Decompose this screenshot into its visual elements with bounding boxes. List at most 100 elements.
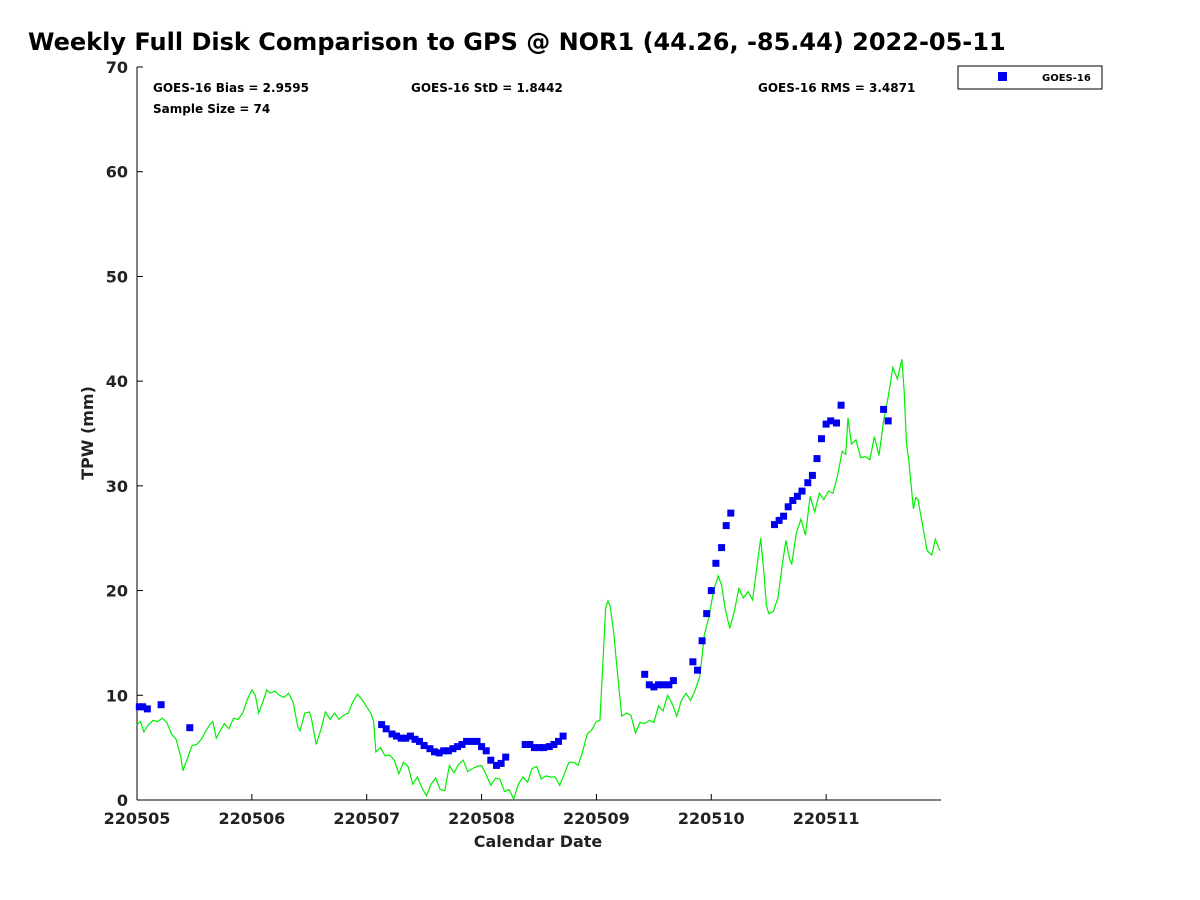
goes16-point bbox=[493, 761, 500, 769]
y-tick-label: 70 bbox=[106, 58, 128, 77]
goes16-point bbox=[426, 745, 434, 753]
goes16-point bbox=[487, 756, 495, 764]
goes16-point bbox=[402, 734, 410, 742]
goes16-point bbox=[411, 735, 419, 743]
x-tick-label: 220509 bbox=[563, 809, 630, 828]
goes16-point bbox=[478, 743, 486, 751]
goes16-point bbox=[645, 681, 653, 689]
goes16-point bbox=[550, 741, 558, 748]
goes16-point bbox=[420, 742, 428, 749]
goes-series-group bbox=[135, 401, 892, 769]
goes16-point bbox=[655, 681, 662, 689]
goes16-point bbox=[444, 747, 452, 755]
goes16-point bbox=[502, 753, 510, 761]
goes16-point bbox=[698, 637, 706, 645]
goes16-point bbox=[650, 683, 658, 691]
goes16-point bbox=[722, 522, 730, 530]
sample-size-stat: Sample Size = 74 bbox=[153, 102, 270, 116]
goes16-point bbox=[822, 420, 830, 428]
x-axis-label: Calendar Date bbox=[474, 832, 603, 851]
gps-line bbox=[136, 359, 941, 801]
goes16-point bbox=[694, 666, 701, 674]
goes16-point bbox=[808, 471, 816, 479]
goes16-point bbox=[458, 741, 466, 748]
goes16-point bbox=[718, 544, 726, 552]
goes16-point bbox=[559, 732, 567, 740]
goes16-point bbox=[689, 658, 697, 666]
y-tick-label: 20 bbox=[106, 582, 128, 601]
goes16-point bbox=[665, 681, 673, 689]
goes16-point bbox=[659, 681, 667, 689]
gps-series-group bbox=[136, 359, 941, 801]
goes16-point bbox=[837, 401, 845, 409]
goes16-point bbox=[793, 492, 801, 500]
goes16-point bbox=[449, 745, 457, 753]
x-tick-label: 220506 bbox=[218, 809, 285, 828]
goes16-point bbox=[497, 759, 505, 767]
x-tick-label: 220510 bbox=[678, 809, 745, 828]
goes16-point bbox=[393, 732, 401, 740]
goes16-point bbox=[382, 725, 390, 733]
goes16-point bbox=[139, 703, 147, 711]
rms-stat: GOES-16 RMS = 3.4871 bbox=[758, 81, 915, 95]
legend-marker-goes16 bbox=[998, 72, 1007, 81]
goes16-point bbox=[813, 455, 821, 463]
goes16-point bbox=[555, 737, 562, 745]
goes16-point bbox=[775, 516, 783, 524]
y-tick-label: 30 bbox=[106, 477, 128, 496]
goes16-point bbox=[397, 734, 405, 742]
chart-title: Weekly Full Disk Comparison to GPS @ NOR… bbox=[28, 28, 1006, 56]
goes16-point bbox=[435, 749, 443, 757]
goes16-point bbox=[884, 417, 892, 425]
legend-box bbox=[957, 65, 1103, 90]
goes16-point bbox=[804, 479, 812, 487]
goes16-point bbox=[771, 521, 778, 529]
axes-group: 0 10 20 30 40 50 60 70 220505 220506 220507 220508 2… bbox=[104, 58, 941, 828]
goes16-point bbox=[780, 512, 788, 520]
legend: GOES-16 bbox=[957, 65, 1103, 90]
goes16-point bbox=[784, 503, 792, 511]
x-tick-label: 220507 bbox=[333, 809, 400, 828]
goes16-point bbox=[526, 741, 534, 748]
stats-group: GOES-16 Bias = 2.9595 GOES-16 StD = 1.84… bbox=[153, 81, 915, 116]
goes16-point bbox=[378, 721, 386, 729]
goes16-point bbox=[431, 748, 438, 756]
x-tick-label: 220505 bbox=[104, 809, 171, 828]
goes16-point bbox=[406, 732, 414, 740]
goes16-point bbox=[473, 737, 481, 745]
y-tick-label: 0 bbox=[117, 791, 128, 810]
std-stat: GOES-16 StD = 1.8442 bbox=[411, 81, 563, 95]
x-tick-label: 220508 bbox=[448, 809, 515, 828]
goes16-point bbox=[540, 744, 548, 752]
goes16-point bbox=[880, 405, 888, 413]
goes16-point bbox=[727, 509, 735, 517]
legend-label-goes16: GOES-16 bbox=[1042, 73, 1091, 84]
goes16-point bbox=[798, 487, 806, 495]
goes16-point bbox=[143, 705, 151, 713]
goes16-point bbox=[669, 677, 677, 685]
goes16-point bbox=[463, 737, 471, 745]
goes16-point bbox=[703, 610, 711, 618]
goes16-point bbox=[707, 587, 715, 595]
goes16-point bbox=[521, 741, 529, 748]
goes16-point bbox=[641, 670, 649, 678]
goes16-point bbox=[440, 747, 448, 755]
goes16-point bbox=[535, 744, 543, 752]
goes16-point bbox=[545, 743, 553, 751]
goes16-point bbox=[468, 737, 476, 745]
x-tick-label: 220511 bbox=[793, 809, 860, 828]
goes16-point bbox=[454, 743, 461, 751]
bias-stat: GOES-16 Bias = 2.9595 bbox=[153, 81, 309, 95]
y-tick-label: 40 bbox=[106, 372, 128, 391]
goes16-point bbox=[157, 701, 165, 709]
goes16-point bbox=[530, 744, 538, 752]
goes16-point bbox=[818, 435, 825, 443]
goes16-point bbox=[789, 497, 797, 504]
y-tick-label: 50 bbox=[106, 267, 128, 286]
goes16-point bbox=[827, 417, 835, 425]
goes16-point bbox=[186, 724, 194, 732]
goes16-point bbox=[833, 419, 840, 427]
y-tick-label: 60 bbox=[106, 163, 128, 182]
goes16-point bbox=[416, 737, 423, 745]
